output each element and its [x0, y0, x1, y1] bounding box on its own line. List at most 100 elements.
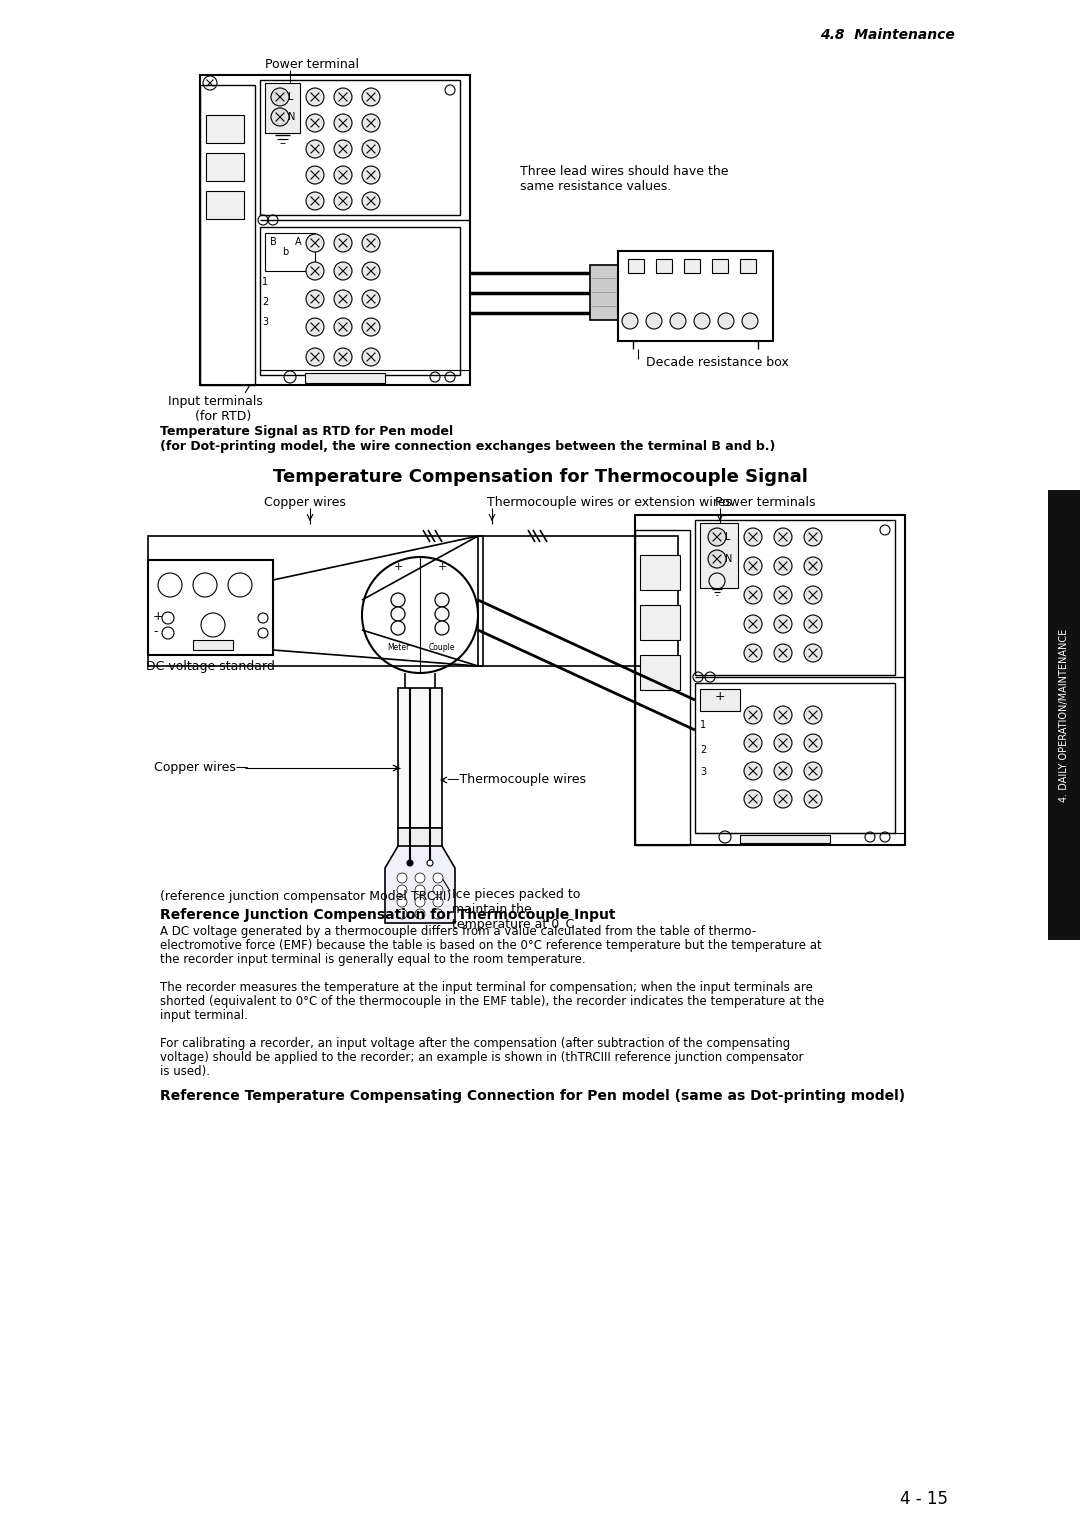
Text: Ice pieces packed to
maintain the
temperature at 0¸C: Ice pieces packed to maintain the temper…	[453, 888, 580, 930]
Circle shape	[804, 557, 822, 575]
Text: +: +	[715, 691, 726, 703]
Bar	[627, 259, 644, 273]
Circle shape	[306, 233, 324, 252]
Text: The recorder measures the temperature at the input terminal for compensation; wh: The recorder measures the temperature at…	[160, 981, 813, 994]
Circle shape	[804, 528, 822, 546]
Circle shape	[407, 860, 413, 866]
Text: Temperature Compensation for Thermocouple Signal: Temperature Compensation for Thermocoupl…	[272, 468, 808, 486]
Circle shape	[271, 88, 289, 107]
Text: 4. DAILY OPERATION/MAINTENANCE: 4. DAILY OPERATION/MAINTENANCE	[1059, 628, 1069, 802]
Bar	[399, 828, 442, 848]
Circle shape	[334, 140, 352, 159]
Circle shape	[774, 557, 792, 575]
Circle shape	[804, 790, 822, 808]
Circle shape	[774, 762, 792, 779]
Circle shape	[804, 762, 822, 779]
Circle shape	[804, 734, 822, 752]
Circle shape	[306, 166, 324, 185]
Circle shape	[744, 706, 762, 724]
Text: DC voltage standard: DC voltage standard	[146, 660, 274, 673]
Circle shape	[744, 615, 762, 633]
Circle shape	[334, 192, 352, 210]
Text: Reference Junction Compensation for Thermocouple Input: Reference Junction Compensation for Ther…	[160, 907, 616, 923]
Bar	[399, 688, 442, 828]
Circle shape	[271, 108, 289, 127]
Circle shape	[334, 114, 352, 133]
Text: Copper wires: Copper wires	[265, 496, 346, 509]
Circle shape	[362, 290, 380, 308]
Circle shape	[774, 644, 792, 662]
Bar	[740, 259, 756, 273]
Circle shape	[670, 313, 686, 329]
Circle shape	[804, 615, 822, 633]
Bar	[635, 531, 690, 845]
Bar	[640, 555, 680, 590]
Circle shape	[774, 706, 792, 724]
Circle shape	[744, 734, 762, 752]
Circle shape	[433, 884, 443, 895]
Text: N: N	[288, 111, 295, 122]
Text: Power terminals: Power terminals	[715, 496, 815, 509]
Circle shape	[334, 233, 352, 252]
Text: Input terminals
    (for RTD): Input terminals (for RTD)	[167, 395, 262, 422]
Text: (reference junction compensator Model TRCIII): (reference junction compensator Model TR…	[160, 891, 451, 903]
Text: input terminal.: input terminal.	[160, 1010, 248, 1022]
Circle shape	[391, 621, 405, 634]
Text: 2: 2	[700, 746, 706, 755]
Text: Thermocouple wires or extension wires: Thermocouple wires or extension wires	[487, 496, 732, 509]
Circle shape	[306, 348, 324, 366]
Bar	[1048, 490, 1080, 939]
Text: L: L	[725, 532, 730, 541]
Circle shape	[397, 884, 407, 895]
Bar	[700, 689, 740, 711]
Text: 2: 2	[262, 297, 268, 307]
Text: Decade resistance box: Decade resistance box	[646, 355, 788, 369]
Text: 3: 3	[700, 767, 706, 778]
Bar	[206, 152, 244, 181]
Text: A: A	[295, 236, 301, 247]
Bar	[684, 259, 700, 273]
Text: N: N	[725, 554, 732, 564]
Text: electromotive force (EMF) because the table is based on the 0°C reference temper: electromotive force (EMF) because the ta…	[160, 939, 822, 952]
Circle shape	[744, 790, 762, 808]
Text: 1: 1	[700, 720, 706, 730]
Circle shape	[362, 192, 380, 210]
Circle shape	[744, 586, 762, 604]
Circle shape	[397, 872, 407, 883]
Bar	[206, 191, 244, 220]
Bar	[590, 265, 618, 320]
Circle shape	[718, 313, 734, 329]
Text: Reference Temperature Compensating Connection for Pen model (same as Dot-printin: Reference Temperature Compensating Conne…	[160, 1089, 905, 1103]
Text: +: +	[393, 563, 403, 572]
Polygon shape	[384, 846, 455, 923]
Bar	[640, 605, 680, 640]
Circle shape	[804, 706, 822, 724]
Circle shape	[622, 313, 638, 329]
Text: A DC voltage generated by a thermocouple differs from a value calculated from th: A DC voltage generated by a thermocouple…	[160, 926, 756, 938]
Bar	[260, 227, 460, 375]
Circle shape	[774, 528, 792, 546]
Circle shape	[334, 262, 352, 281]
Text: For calibrating a recorder, an input voltage after the compensation (after subtr: For calibrating a recorder, an input vol…	[160, 1037, 791, 1051]
Circle shape	[306, 140, 324, 159]
Circle shape	[435, 607, 449, 621]
Circle shape	[334, 290, 352, 308]
Text: (for Dot-printing model, the wire connection exchanges between the terminal B an: (for Dot-printing model, the wire connec…	[160, 441, 775, 453]
Circle shape	[397, 909, 407, 920]
Circle shape	[433, 897, 443, 907]
Circle shape	[362, 88, 380, 107]
Circle shape	[774, 615, 792, 633]
Circle shape	[744, 762, 762, 779]
Text: Meter: Meter	[387, 644, 409, 653]
Circle shape	[646, 313, 662, 329]
Circle shape	[362, 140, 380, 159]
Circle shape	[397, 897, 407, 907]
Circle shape	[362, 233, 380, 252]
Circle shape	[744, 644, 762, 662]
Text: 4.8  Maintenance: 4.8 Maintenance	[820, 27, 955, 43]
Circle shape	[708, 528, 726, 546]
Text: B: B	[270, 236, 276, 247]
Text: 4 - 15: 4 - 15	[900, 1490, 948, 1508]
Bar	[696, 520, 895, 676]
Bar	[712, 259, 728, 273]
